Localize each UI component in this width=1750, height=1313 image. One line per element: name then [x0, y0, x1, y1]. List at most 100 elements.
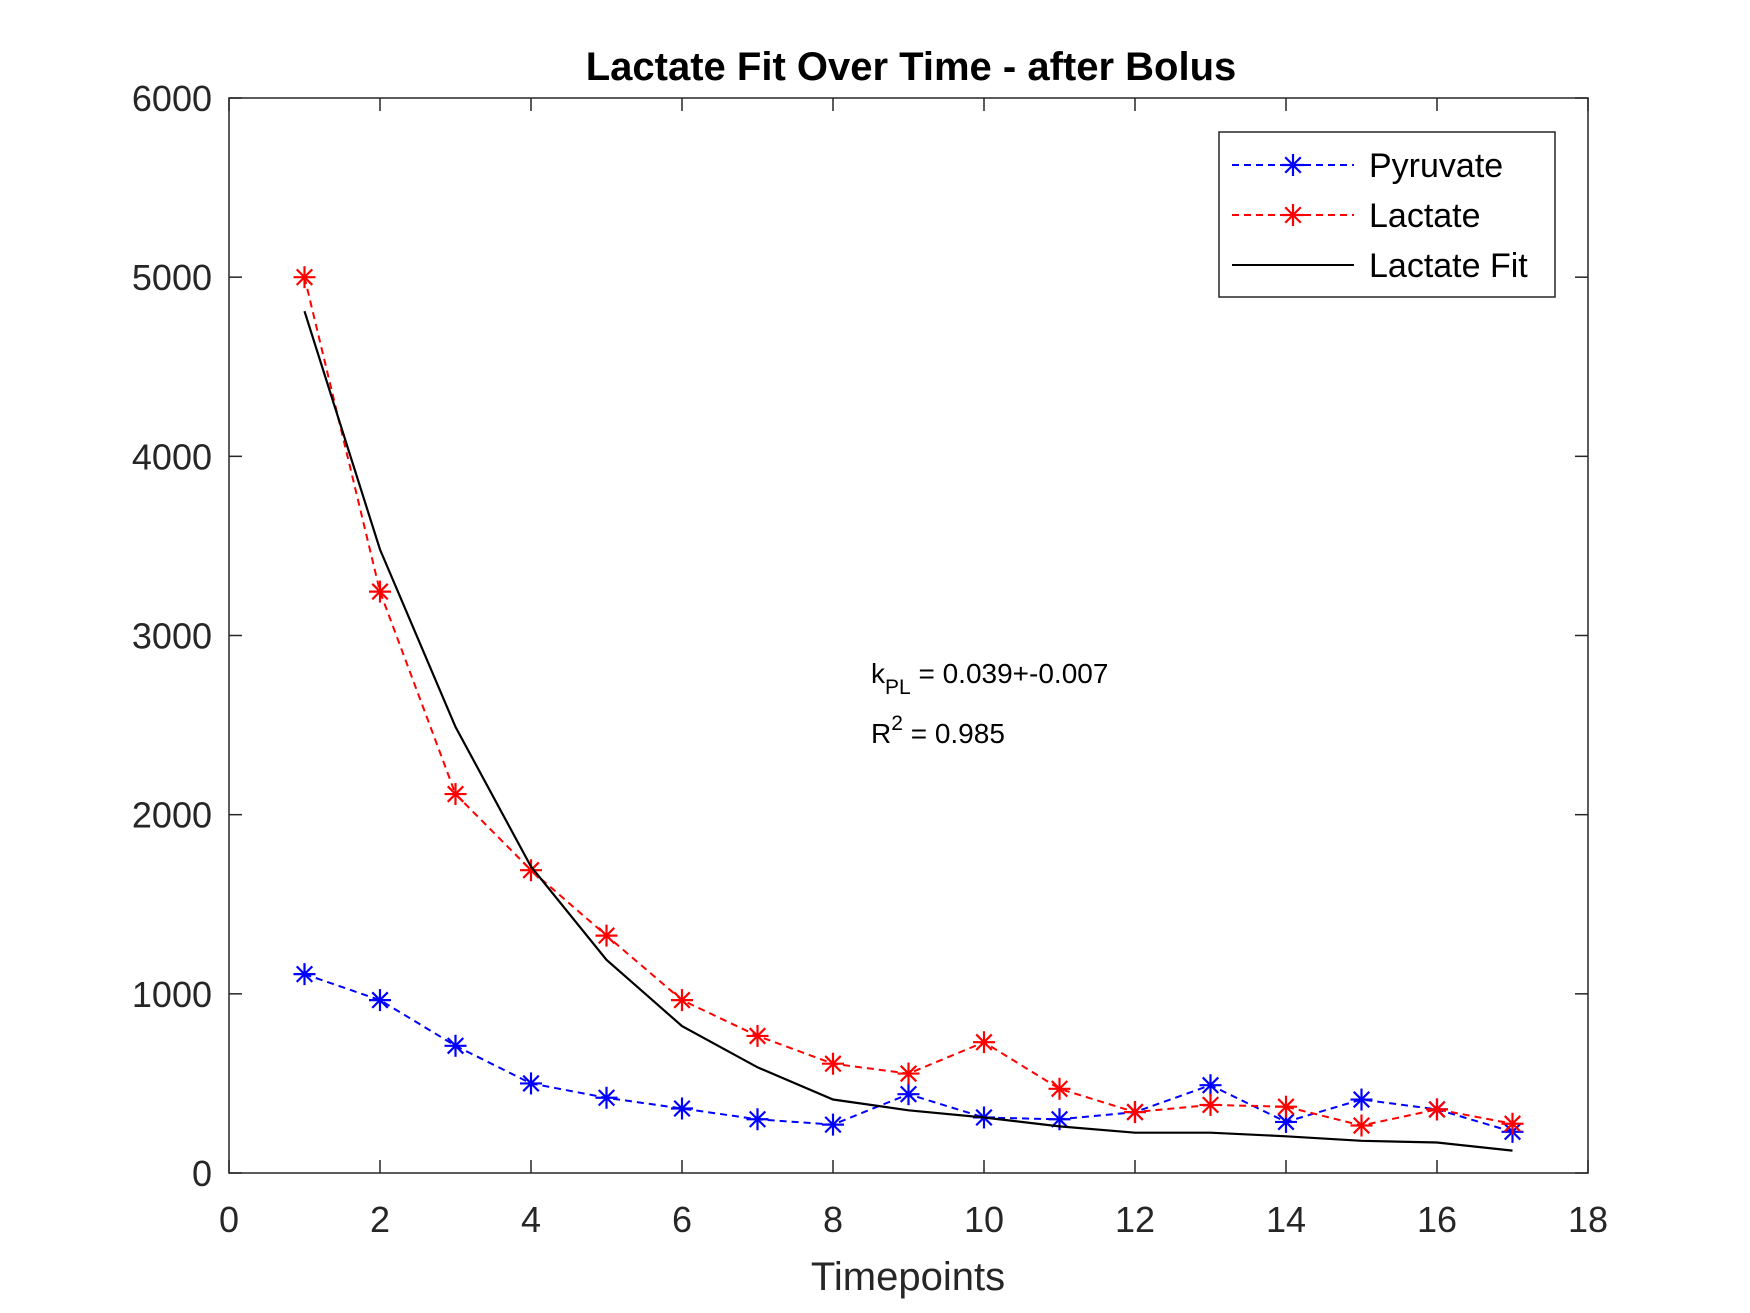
pyruvate-point [520, 1072, 542, 1095]
marker-stroke [295, 965, 314, 983]
pyruvate-point [897, 1083, 920, 1106]
series-layer [293, 266, 1524, 1152]
marker-stroke [1277, 1098, 1295, 1116]
y-tick-label: 0 [192, 1153, 212, 1194]
x-tick-labels: 0 2 4 6 8 10 12 14 16 18 [219, 1199, 1608, 1240]
marker-stroke [899, 1065, 918, 1083]
y-tick-label: 6000 [132, 78, 212, 119]
lactate-point [520, 859, 542, 882]
marker-stroke [975, 1033, 993, 1051]
lactate-point [1275, 1095, 1297, 1118]
lactate-point [293, 266, 316, 289]
legend-item-lactate-fit: Lactate Fit [1232, 247, 1528, 285]
y-tick-labels: 0 1000 2000 3000 4000 5000 6000 [132, 78, 212, 1194]
marker-stroke [1428, 1100, 1446, 1118]
series-lactate-fit [303, 310, 1513, 1152]
pyruvate-point [1199, 1074, 1222, 1097]
marker-stroke [1284, 206, 1302, 224]
chart-title: Lactate Fit Over Time - after Bolus [586, 45, 1237, 89]
x-tick-label: 6 [672, 1199, 692, 1240]
marker-stroke [597, 927, 616, 945]
x-tick-label: 0 [219, 1199, 239, 1240]
lactate-point [1501, 1112, 1524, 1135]
marker-stroke [1050, 1080, 1069, 1098]
pyruvate-point [1275, 1110, 1297, 1133]
marker-stroke [446, 785, 465, 803]
marker-stroke [673, 991, 691, 1009]
legend-marker [1282, 154, 1304, 176]
x-tick-label: 10 [964, 1199, 1004, 1240]
marker-stroke [1503, 1115, 1522, 1133]
lactate-point [369, 580, 391, 603]
r-squared-annotation: R2 = 0.985 [871, 712, 1005, 749]
x-tick-label: 12 [1115, 1199, 1155, 1240]
lactate-point [897, 1062, 920, 1085]
lactate-point [746, 1024, 769, 1047]
lactate-point [1426, 1098, 1448, 1121]
marker-stroke [673, 1099, 691, 1118]
x-tick-label: 8 [823, 1199, 843, 1240]
legend-item-pyruvate: Pyruvate [1232, 147, 1503, 185]
marker-stroke [1201, 1076, 1220, 1094]
legend-label: Lactate Fit [1369, 247, 1528, 285]
marker-stroke [371, 583, 389, 601]
legend-entries: Pyruvate Lactate Lactate Fit [1232, 147, 1528, 285]
x-tick-label: 4 [521, 1199, 541, 1240]
legend-item-lactate: Lactate [1232, 197, 1481, 235]
marker-stroke [446, 1037, 465, 1055]
x-tick-label: 14 [1266, 1199, 1306, 1240]
series-lactate [293, 266, 1524, 1137]
marker-stroke [1277, 1113, 1295, 1131]
marker-stroke [371, 991, 389, 1009]
lactate-point [1199, 1093, 1222, 1116]
marker-stroke [748, 1110, 767, 1128]
marker-stroke [1352, 1116, 1371, 1135]
marker-stroke [899, 1085, 918, 1103]
pyruvate-point [444, 1034, 467, 1057]
marker-stroke [1284, 156, 1302, 174]
pyruvate-point [293, 963, 316, 986]
lactate-point [822, 1052, 844, 1075]
y-tick-label: 4000 [132, 436, 212, 477]
marker-stroke [522, 1074, 540, 1092]
y-tick-label: 1000 [132, 974, 212, 1015]
marker-stroke [1050, 1110, 1069, 1128]
x-axis-title: Timepoints [811, 1255, 1005, 1299]
lactate-point [444, 783, 467, 806]
x-tick-label: 2 [370, 1199, 390, 1240]
marker-stroke [1201, 1096, 1220, 1114]
pyruvate-point [369, 989, 391, 1012]
lactate-point [595, 924, 618, 947]
pyruvate-point [822, 1113, 844, 1136]
y-tick-label: 2000 [132, 795, 212, 836]
legend-label: Lactate [1369, 197, 1481, 235]
marker-stroke [597, 1089, 616, 1107]
lactate-point [1048, 1077, 1071, 1100]
marker-stroke [824, 1116, 842, 1134]
y-tick-label: 3000 [132, 616, 212, 657]
pyruvate-point [1350, 1088, 1373, 1111]
legend-marker [1282, 204, 1304, 226]
marker-stroke [295, 268, 314, 286]
legend: Pyruvate Lactate Lactate Fit [1218, 131, 1556, 298]
x-tick-label: 18 [1568, 1199, 1608, 1240]
lactate-point [973, 1031, 995, 1054]
marker-stroke [1352, 1090, 1371, 1109]
fit-annotation: kPL = 0.039+-0.007 R2 = 0.985 [871, 658, 1108, 749]
pyruvate-point [746, 1108, 769, 1131]
axis-ticks [228, 97, 1589, 1174]
marker-stroke [748, 1027, 767, 1045]
lactate-point [1124, 1101, 1146, 1124]
lactate-fit-line [303, 310, 1513, 1152]
marker-stroke [522, 861, 540, 879]
lactate-point [671, 989, 693, 1012]
marker-stroke [824, 1055, 842, 1073]
marker-stroke [1126, 1103, 1144, 1121]
kpl-annotation: kPL = 0.039+-0.007 [871, 658, 1108, 699]
pyruvate-point [595, 1086, 618, 1109]
legend-label: Pyruvate [1369, 147, 1503, 185]
x-tick-label: 16 [1417, 1199, 1457, 1240]
y-tick-label: 5000 [132, 257, 212, 298]
lactate-point [1350, 1114, 1373, 1137]
